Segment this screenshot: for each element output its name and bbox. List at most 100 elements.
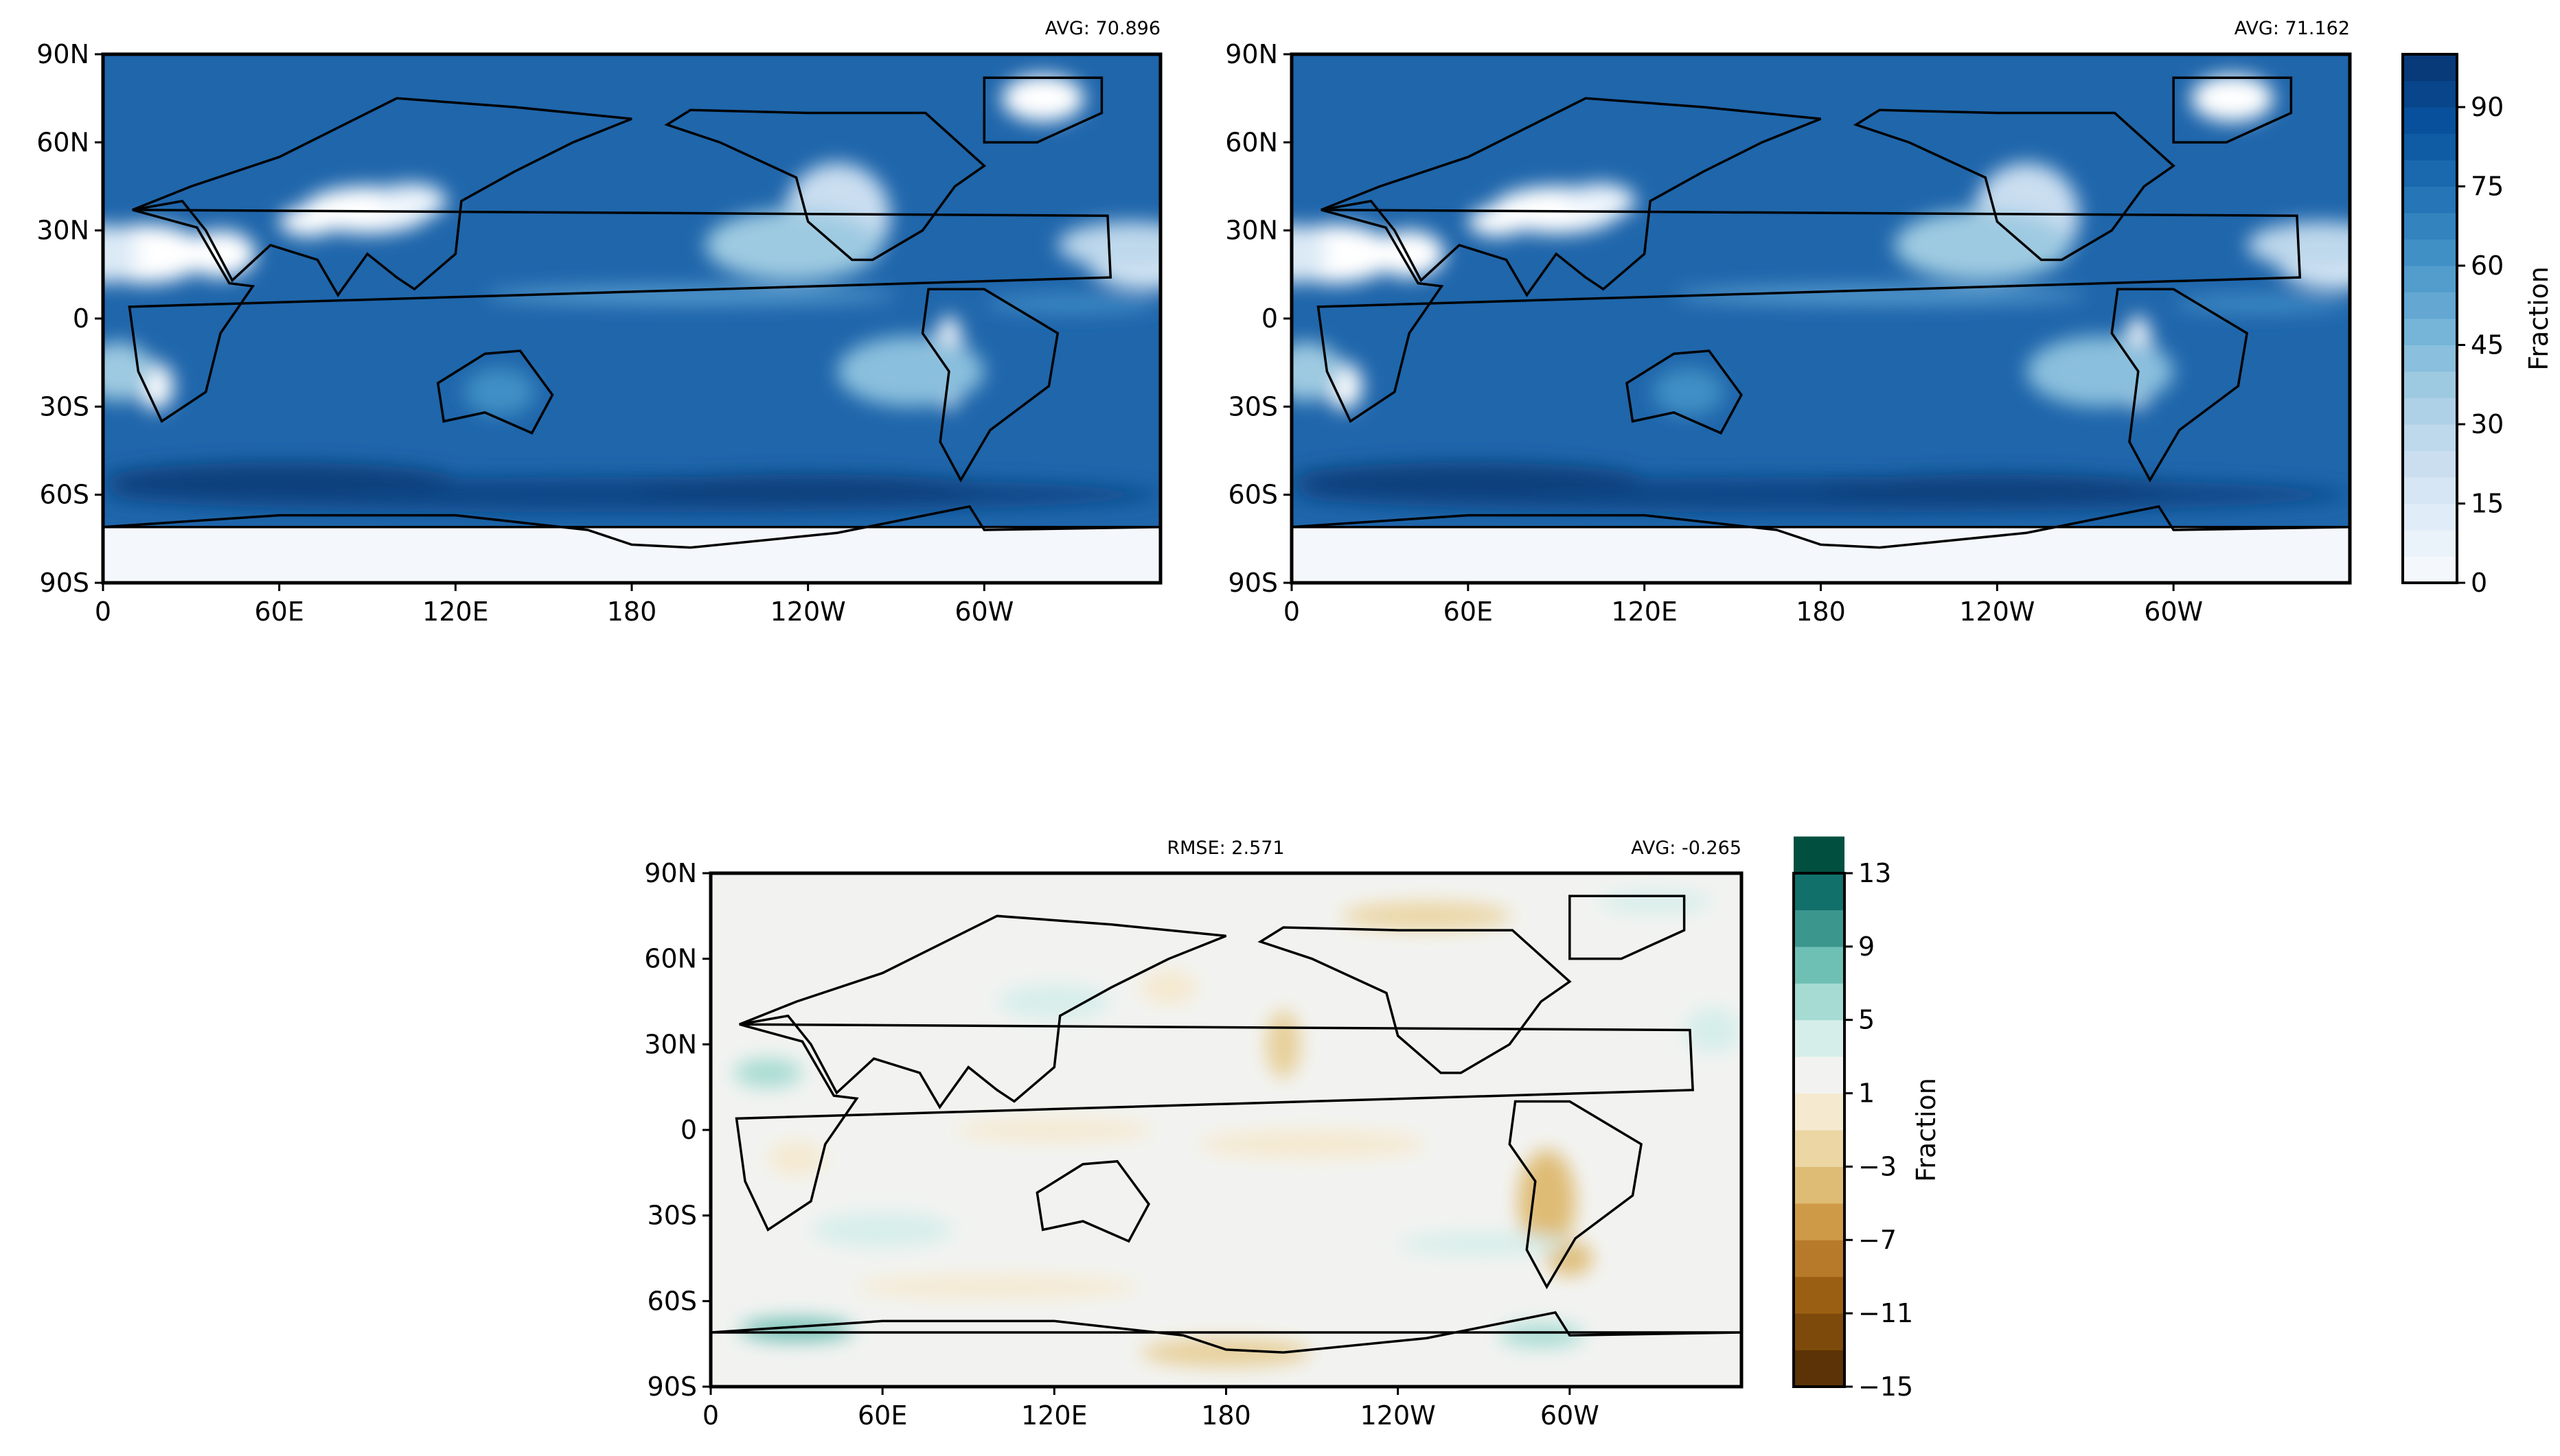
x-tick-label: 60W [955,597,1014,627]
contour-region [1467,207,1527,237]
contour-field [103,54,1161,583]
x-tick-label: 120E [1611,597,1678,627]
y-tick-label: 90N [644,858,697,888]
colorbar-segment [1794,910,1844,947]
x-tick-label: 180 [1796,597,1846,627]
colorbar-segment [2403,530,2457,557]
x-tick-label: 0 [702,1400,719,1431]
colorbar-tick-label: 90 [2471,92,2504,122]
colorbar-segment [2403,186,2457,213]
coastline [1568,894,1686,960]
colorbar-tick-label: 9 [1858,932,1875,962]
colorbar-segment [2403,213,2457,240]
x-tick-label: 0 [1283,597,1300,627]
contour-region [485,286,896,304]
contour-region [1820,474,2174,504]
colorbar-segment [2403,133,2457,161]
contour-field [711,873,1741,1387]
x-tick-label: 60W [2144,597,2203,627]
contour-region [2247,221,2350,269]
colorbar-segment [2403,292,2457,319]
colorbar-segment [2403,239,2457,266]
map-panel-reference: 0 60E 120E 180 120W 60W 90N 60N 30N 0 30S 60S 90S [1225,39,2352,627]
colorbar-segment [2403,503,2457,531]
contour-region [810,1212,955,1247]
colorbar-tick-label: −7 [1858,1225,1897,1255]
y-tick-label: 30N [36,216,89,246]
contour-region [1292,462,1645,498]
colorbar-tick-label: 0 [2471,568,2487,598]
colorbar-frame [2401,53,2458,584]
coastline [128,208,1112,424]
coastline [1508,1100,1643,1290]
contour-region [1266,1010,1301,1079]
colorbar-segment [1794,1093,1844,1131]
contour-region [1140,1338,1312,1367]
contour-region [1140,970,1198,1005]
coastline [2172,76,2293,144]
x-tick-label: 60W [1540,1400,1599,1431]
colorbar-segment [1794,1203,1844,1240]
contour-region [2191,74,2274,122]
colorbar-tick-label: 1 [1858,1078,1875,1109]
contour-region [2173,294,2350,313]
colorbar-segment [2403,319,2457,345]
colorbar-segment [2403,397,2457,425]
contour-region [1684,1007,1741,1053]
colorbar-segment [1794,1130,1844,1167]
colorbar-tick-label: 75 [2471,172,2504,202]
coastline [739,914,1227,1109]
x-tick-label: 60E [1443,597,1493,627]
contour-region [279,207,339,237]
colorbar-tick-label: 60 [2471,251,2504,281]
coastline [1853,108,2175,262]
contour-region [1498,1324,1584,1347]
colorbar-segment [1794,1350,1844,1387]
y-tick-label: 60N [1225,127,1278,157]
coastline [983,76,1104,144]
x-tick-label: 120E [422,597,489,627]
y-tick-label: 0 [1261,303,1278,334]
y-tick-label: 30S [40,391,89,421]
y-tick-label: 90N [36,39,89,69]
colorbar-segment [1794,1056,1844,1094]
antarctica-region [103,527,1161,583]
x-tick-label: 120W [1360,1400,1436,1431]
colorbar-segment [1794,1166,1844,1204]
coastlines [711,894,1741,1354]
contour-region [1673,286,2085,304]
y-tick-label: 90S [40,568,89,598]
contour-region [837,336,985,407]
contour-region [1292,342,1342,401]
colorbar-label-fraction: Fraction [2524,266,2554,371]
avg-label-difference: AVG: -0.265 [1631,837,1741,859]
y-tick-label: 90S [648,1372,697,1402]
map-panel-difference: 0 60E 120E 180 120W 60W 90N 60N 30N 0 30S 60S 90S [644,858,1744,1431]
colorbar-tick-label: −3 [1858,1151,1897,1181]
colorbar-tick-label: −11 [1858,1298,1913,1328]
contour-region [2026,336,2174,407]
coastline [1316,208,2302,424]
colorbar-label-difference: Fraction [1911,1078,1941,1182]
colorbar-frame [1792,872,1846,1388]
contour-region [632,474,985,504]
coastline [1292,505,2350,549]
rmse-label: RMSE: 2.571 [1167,837,1284,859]
contour-region [984,294,1161,313]
x-tick-label: 120W [1959,597,2035,627]
contour-region [103,342,153,401]
coastline [735,1023,1694,1232]
y-tick-label: 0 [681,1115,697,1145]
colorbar-segment [2403,450,2457,478]
colorbar-fraction: 0 15 30 45 60 75 90 [2401,53,2504,598]
y-tick-label: 30N [1225,216,1278,246]
colorbar-segment [2403,345,2457,372]
colorbar-segment [1794,873,1844,910]
colorbar-tick-label: 45 [2471,330,2504,360]
colorbar-segment [1794,946,1844,984]
y-tick-label: 60S [40,480,89,510]
y-tick-label: 30S [1228,391,1278,421]
coastline [132,97,632,297]
colorbar-segment [2403,107,2457,134]
